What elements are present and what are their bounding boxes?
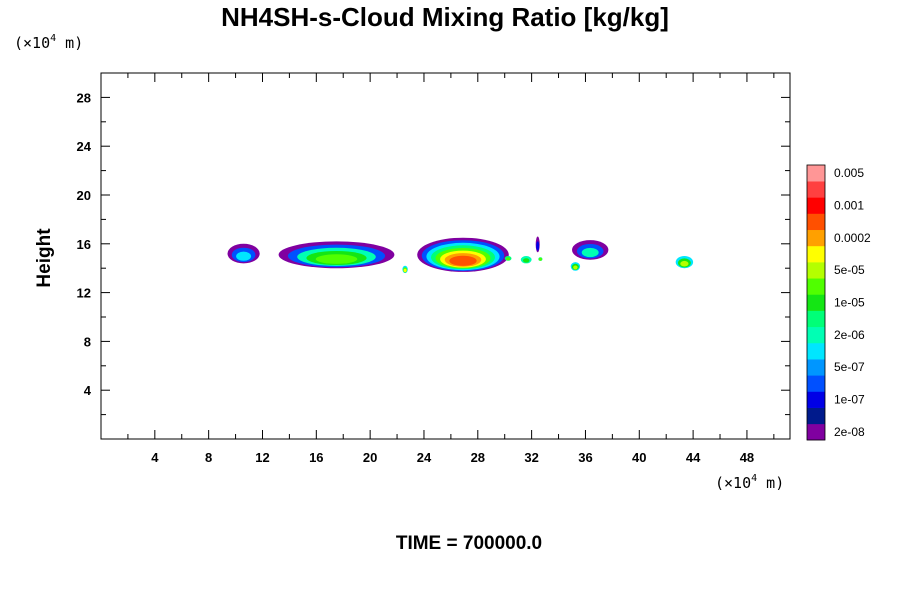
time-label: TIME = 700000.0 xyxy=(396,533,542,554)
colorbar-label: 5e-07 xyxy=(834,360,865,374)
chart-title: NH4SH-s-Cloud Mixing Ratio [kg/kg] xyxy=(221,2,669,32)
colorbar-swatch xyxy=(807,375,825,392)
cloud-contour xyxy=(449,255,477,266)
colorbar-swatch xyxy=(807,229,825,247)
colorbar-label: 1e-07 xyxy=(834,393,865,407)
colorbar-swatch xyxy=(807,197,825,214)
y-tick-label: 4 xyxy=(84,383,92,398)
colorbar-swatch xyxy=(807,423,825,441)
x-tick-label: 4 xyxy=(151,450,159,465)
cloud-feature xyxy=(570,262,581,271)
cloud-feature xyxy=(417,237,509,272)
x-tick-label: 40 xyxy=(632,450,646,465)
cloud-contour xyxy=(315,254,358,264)
colorbar-labels: 2e-08 1e-07 5e-07 2e-06 1e-05 5e-05 0.0002 0.00… xyxy=(834,166,871,439)
colorbar-swatch xyxy=(807,310,825,328)
cloud-fields xyxy=(227,236,694,274)
cloud-feature xyxy=(520,256,532,264)
y-axis-label: Height xyxy=(34,228,55,288)
colorbar-swatch xyxy=(807,181,825,198)
x-tick-label: 12 xyxy=(255,450,269,465)
colorbar-swatch xyxy=(807,278,825,295)
x-tick-label: 8 xyxy=(205,450,212,465)
cloud-feature xyxy=(504,256,512,261)
cloud-feature xyxy=(535,236,540,253)
cloud-contour xyxy=(403,268,407,273)
colorbar-swatch xyxy=(807,294,825,311)
cloud-contour xyxy=(573,265,578,270)
cloud-contour xyxy=(538,257,542,261)
colorbar-label: 2e-06 xyxy=(834,328,865,342)
y-tick-label: 28 xyxy=(77,90,91,105)
y-tick-label: 12 xyxy=(77,286,91,301)
cloud-feature xyxy=(227,243,260,264)
colorbar xyxy=(806,164,826,441)
cloud-feature xyxy=(675,256,694,269)
x-tick-label: 36 xyxy=(578,450,592,465)
cloud-feature xyxy=(402,265,408,274)
x-tick-label: 28 xyxy=(471,450,485,465)
colorbar-swatch xyxy=(807,213,825,231)
cloud-contour xyxy=(536,241,540,251)
x-tick-label: 44 xyxy=(686,450,701,465)
cloud-contour xyxy=(236,251,252,261)
colorbar-swatch xyxy=(807,407,825,425)
x-tick-label: 20 xyxy=(363,450,377,465)
x-axis-tick-labels: 4 8 12 16 20 24 28 32 36 40 44 48 xyxy=(151,450,754,465)
colorbar-label: 2e-08 xyxy=(834,425,865,439)
colorbar-label: 0.005 xyxy=(834,166,864,180)
cloud-feature xyxy=(538,257,543,261)
cloud-contour xyxy=(506,257,511,261)
y-tick-label: 8 xyxy=(84,334,91,349)
colorbar-swatch xyxy=(807,326,825,344)
y-tick-label: 16 xyxy=(77,237,91,252)
colorbar-swatch xyxy=(807,245,825,263)
colorbar-swatch xyxy=(807,262,825,279)
colorbar-swatch xyxy=(807,391,825,408)
x-tick-label: 24 xyxy=(417,450,432,465)
cloud-contour xyxy=(523,258,530,263)
colorbar-swatch xyxy=(807,342,825,360)
y-axis-tick-labels: 4 8 12 16 20 24 28 xyxy=(77,90,92,398)
cloud-contour xyxy=(680,260,689,267)
y-tick-label: 24 xyxy=(77,139,92,154)
x-tick-label: 48 xyxy=(740,450,754,465)
colorbar-frame xyxy=(806,164,826,441)
colorbar-swatch xyxy=(807,359,825,376)
x-axis-unit: (×104 m) xyxy=(715,473,784,492)
x-tick-label: 16 xyxy=(309,450,323,465)
colorbar-label: 0.0002 xyxy=(834,231,871,245)
y-axis-unit: (×104 m) xyxy=(14,33,83,52)
y-tick-label: 20 xyxy=(77,188,91,203)
colorbar-swatch xyxy=(807,165,825,182)
cloud-feature xyxy=(278,241,395,269)
x-tick-label: 32 xyxy=(524,450,538,465)
cloud-feature xyxy=(572,240,609,260)
colorbar-label: 5e-05 xyxy=(834,263,865,277)
colorbar-label: 0.001 xyxy=(834,198,864,212)
colorbar-label: 1e-05 xyxy=(834,296,865,310)
axis-ticks xyxy=(101,73,790,439)
cloud-contour xyxy=(581,247,599,258)
